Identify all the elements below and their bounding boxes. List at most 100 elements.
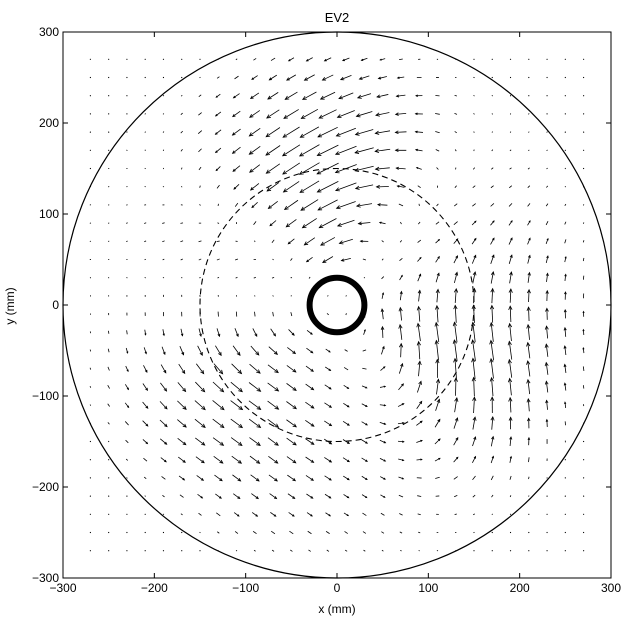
vector-arrow-head: [266, 114, 271, 119]
vector-arrow-shaft: [162, 329, 165, 336]
vector-arrow-shaft: [490, 220, 495, 226]
vector-arrow-shaft: [268, 474, 278, 482]
vector-arrow-shaft: [125, 384, 129, 390]
vector-arrow-head: [335, 205, 341, 210]
vector-arrow-shaft: [305, 401, 315, 409]
vector-arrow-shaft: [473, 305, 475, 323]
vector-arrow: [194, 418, 206, 428]
vector-arrow-shaft: [418, 531, 421, 534]
vector-arrow-shaft: [194, 418, 206, 428]
vector-arrow-shaft: [320, 91, 336, 100]
vector-arrow-shaft: [491, 167, 494, 170]
vector-arrow-head: [303, 241, 309, 246]
vector-arrow-shaft: [509, 289, 512, 303]
vector-arrow: [212, 418, 225, 429]
vector-arrow-shaft: [527, 185, 531, 188]
vector-arrow: [564, 273, 567, 281]
vector-arrow: [267, 419, 280, 428]
vector-arrow-shaft: [300, 199, 319, 211]
vector-arrow: [179, 346, 185, 356]
vector-arrow-head: [265, 169, 271, 174]
vector-arrow-shaft: [545, 344, 549, 357]
vector-arrow: [374, 130, 391, 135]
vector-arrow-shaft: [509, 167, 512, 170]
vector-arrow-shaft: [509, 149, 512, 152]
vector-arrow-head: [471, 376, 476, 382]
vector-arrow: [435, 304, 440, 323]
vector-arrow-head: [400, 274, 403, 278]
vector-arrow: [381, 258, 384, 261]
vector-arrow-shaft: [380, 512, 385, 516]
vector-arrow-head: [436, 398, 441, 404]
vector-arrow: [564, 531, 566, 534]
vector-arrow-shaft: [564, 185, 567, 188]
vector-arrow: [89, 113, 91, 115]
vector-arrow-shaft: [527, 360, 531, 377]
vector-arrow: [126, 330, 128, 335]
vector-arrow: [434, 321, 440, 342]
vector-arrow: [564, 113, 566, 115]
vector-arrow-shaft: [250, 345, 260, 356]
vector-arrow-shaft: [306, 512, 313, 517]
vector-arrow-head: [340, 258, 345, 262]
vector-arrow-shaft: [357, 93, 372, 99]
vector-arrow: [318, 218, 337, 229]
vector-arrow: [435, 272, 440, 283]
vector-arrow: [126, 149, 128, 152]
vector-arrow-head: [292, 496, 296, 499]
vector-arrow: [381, 345, 385, 355]
vector-arrow: [267, 364, 279, 374]
vector-arrow: [394, 112, 407, 116]
vector-arrow-head: [546, 237, 549, 241]
vector-arrow-shaft: [232, 474, 241, 482]
vector-arrow: [317, 126, 338, 138]
vector-arrow-shaft: [233, 493, 241, 499]
vector-arrow-head: [182, 441, 187, 446]
vector-arrow-shaft: [453, 457, 459, 463]
vector-arrow: [362, 531, 367, 534]
vector-arrow-head: [310, 423, 315, 427]
vector-arrow: [526, 360, 531, 377]
vector-arrow: [326, 313, 329, 316]
vector-arrow-shaft: [417, 323, 421, 342]
vector-arrow-head: [292, 350, 297, 355]
vector-arrow-head: [237, 441, 243, 446]
vector-arrow: [435, 476, 440, 479]
vector-arrow-shaft: [162, 240, 165, 243]
vector-arrow: [489, 304, 495, 323]
vector-arrow: [583, 495, 585, 497]
vector-arrow-shaft: [490, 237, 495, 245]
vector-arrow: [124, 402, 130, 409]
vector-arrow: [249, 164, 261, 173]
vector-arrow: [509, 167, 512, 170]
vector-arrow: [564, 221, 567, 225]
vector-arrow: [212, 400, 225, 411]
vector-arrow: [126, 113, 128, 115]
vector-arrow: [161, 346, 166, 356]
vector-arrow-head: [365, 495, 368, 499]
vector-arrow-head: [235, 333, 239, 338]
vector-arrow-shaft: [472, 475, 476, 481]
vector-arrow: [324, 384, 332, 390]
vector-arrow: [417, 513, 421, 516]
vector-arrow-head: [419, 256, 422, 260]
vector-arrow: [489, 357, 494, 379]
vector-arrow: [326, 330, 330, 334]
vector-arrow-shaft: [181, 167, 183, 170]
vector-arrow: [160, 457, 167, 463]
vector-arrow: [89, 58, 91, 60]
vector-arrow: [471, 304, 476, 323]
vector-arrow: [546, 149, 548, 151]
vector-arrow-shaft: [180, 258, 183, 261]
vector-arrow-shaft: [343, 367, 349, 371]
vector-arrow: [435, 398, 441, 411]
vector-arrow-head: [453, 357, 458, 363]
vector-arrow-head: [214, 113, 218, 117]
vector-arrow-shaft: [454, 272, 458, 284]
vector-arrow-shaft: [270, 57, 276, 61]
vector-arrow: [265, 127, 281, 138]
vector-arrow-head: [490, 415, 495, 421]
vector-arrow: [299, 180, 320, 193]
vector-arrow-shaft: [306, 57, 313, 62]
vector-arrow-head: [339, 76, 345, 81]
